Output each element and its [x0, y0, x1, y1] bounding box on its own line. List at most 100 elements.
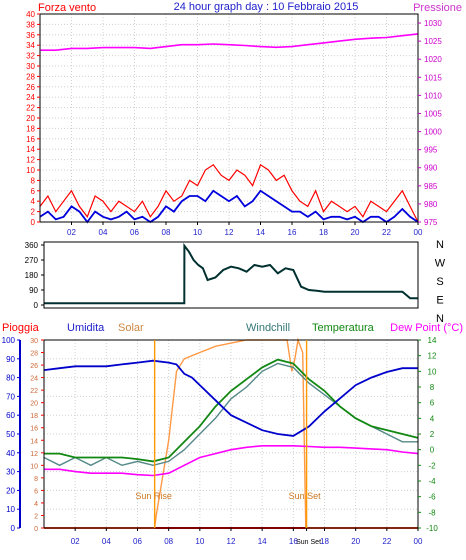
- rain-tick-label: 2: [34, 513, 38, 520]
- temperature-tick-label: 0: [430, 446, 435, 455]
- y-left-tick-label: 0: [31, 218, 36, 227]
- temperature-tick-label: 4: [430, 414, 435, 423]
- y-left-tick-label: 18: [26, 124, 35, 133]
- x-tick-label: 12: [225, 228, 234, 237]
- direction-tick-label: 180: [25, 271, 39, 280]
- x-tick-label: 02: [71, 537, 80, 546]
- humidity-label: Umidita: [67, 322, 105, 334]
- x-tick-label: 22: [382, 537, 391, 546]
- x-tick-label: 18: [319, 228, 328, 237]
- rain-tick-label: 4: [34, 501, 38, 508]
- direction-tick-label: 0: [34, 301, 39, 310]
- x-tick-label: 04: [99, 228, 108, 237]
- y-right-tick-label: 980: [424, 200, 438, 209]
- temperature-tick-label: 6: [430, 399, 435, 408]
- rain-tick-label: 26: [30, 363, 38, 370]
- rain-tick-label: 12: [30, 451, 38, 458]
- y-left-tick-label: 16: [26, 135, 35, 144]
- compass-label: N: [436, 313, 444, 325]
- direction-tick-label: 360: [25, 241, 39, 250]
- x-tick-label: 06: [133, 537, 142, 546]
- humidity-tick-label: 90: [6, 355, 15, 364]
- y-left-tick-label: 40: [26, 10, 35, 19]
- y-right-tick-label: 1015: [424, 73, 442, 82]
- rain-tick-label: 20: [30, 401, 38, 408]
- y-left-tick-label: 34: [26, 41, 35, 50]
- direction-tick-label: 90: [29, 286, 38, 295]
- x-tick-label: 16: [289, 537, 298, 546]
- windchill-label: Windchill: [246, 322, 290, 334]
- compass-label: S: [436, 276, 443, 288]
- rain-tick-label: 28: [30, 351, 38, 358]
- y-left-tick-label: 36: [26, 31, 35, 40]
- dewpoint-label: Dew Point (°C): [390, 322, 463, 334]
- rain-tick-label: 24: [30, 376, 38, 383]
- temperature-tick-label: 8: [430, 383, 435, 392]
- solar-label: Solar: [118, 322, 144, 334]
- temperature-tick-label: -2: [428, 461, 436, 470]
- rain-tick-label: 18: [30, 413, 38, 420]
- y-right-tick-label: 975: [424, 218, 438, 227]
- rain-tick-label: 14: [30, 438, 38, 445]
- compass-label: E: [436, 295, 443, 307]
- x-tick-label: 00: [414, 228, 423, 237]
- series-dewpoint-line: [44, 444, 419, 477]
- humidity-tick-label: 20: [6, 486, 15, 495]
- x-tick-label: 00: [414, 537, 423, 546]
- pressure-label: Pressione: [413, 2, 462, 14]
- y-right-tick-label: 1010: [424, 91, 442, 100]
- y-left-tick-label: 4: [31, 197, 36, 206]
- humidity-tick-label: 10: [6, 505, 15, 514]
- rain-tick-label: 0: [34, 526, 38, 533]
- y-left-tick-label: 10: [26, 166, 35, 175]
- y-left-tick-label: 22: [26, 104, 35, 113]
- temperature-tick-label: 12: [428, 352, 437, 361]
- temperature-label: Temperatura: [312, 322, 375, 334]
- temperature-tick-label: 2: [430, 430, 435, 439]
- y-left-tick-label: 6: [31, 187, 36, 196]
- x-tick-label: 22: [382, 228, 391, 237]
- temperature-tick-label: -8: [428, 508, 436, 517]
- y-right-tick-label: 1025: [424, 37, 442, 46]
- x-tick-label: 04: [102, 537, 111, 546]
- y-right-tick-label: 995: [424, 146, 438, 155]
- compass-label: N: [436, 239, 444, 251]
- rain-tick-label: 6: [34, 488, 38, 495]
- humidity-tick-label: 60: [6, 411, 15, 420]
- humidity-tick-label: 80: [6, 374, 15, 383]
- sunset-annotation: Sun Set: [289, 491, 322, 501]
- rain-tick-label: 22: [30, 388, 38, 395]
- rain-tick-label: 30: [30, 338, 38, 345]
- direction-tick-label: 270: [25, 256, 39, 265]
- compass-label: W: [435, 258, 446, 270]
- y-left-tick-label: 20: [26, 114, 35, 123]
- x-tick-label: 20: [351, 228, 360, 237]
- x-tick-label: 10: [195, 537, 204, 546]
- humidity-tick-label: 50: [6, 430, 15, 439]
- humidity-tick-label: 30: [6, 468, 15, 477]
- series-pressure-line: [40, 33, 419, 52]
- y-left-tick-label: 24: [26, 93, 35, 102]
- y-left-tick-label: 14: [26, 145, 35, 154]
- y-right-tick-label: 1000: [424, 128, 442, 137]
- wind-force-label: Forza vento: [38, 2, 96, 14]
- y-right-tick-label: 1020: [424, 55, 442, 64]
- rain-tick-label: 8: [34, 476, 38, 483]
- y-left-tick-label: 12: [26, 156, 35, 165]
- chart-title: 24 hour graph day : 10 Febbraio 2015: [174, 1, 359, 13]
- series-humidity-line: [43, 359, 418, 437]
- y-left-tick-label: 26: [26, 83, 35, 92]
- x-tick-label: Sun Set: [296, 539, 321, 546]
- y-left-tick-label: 28: [26, 72, 35, 81]
- humidity-tick-label: 40: [6, 449, 15, 458]
- y-left-tick-label: 30: [26, 62, 35, 71]
- temperature-tick-label: -4: [428, 477, 436, 486]
- y-right-tick-label: 990: [424, 164, 438, 173]
- series-temperature-line: [44, 358, 419, 463]
- humidity-tick-label: 100: [2, 336, 16, 345]
- x-tick-label: 06: [130, 228, 139, 237]
- x-tick-label: 14: [258, 537, 267, 546]
- series-wind-direction-line: [44, 242, 418, 305]
